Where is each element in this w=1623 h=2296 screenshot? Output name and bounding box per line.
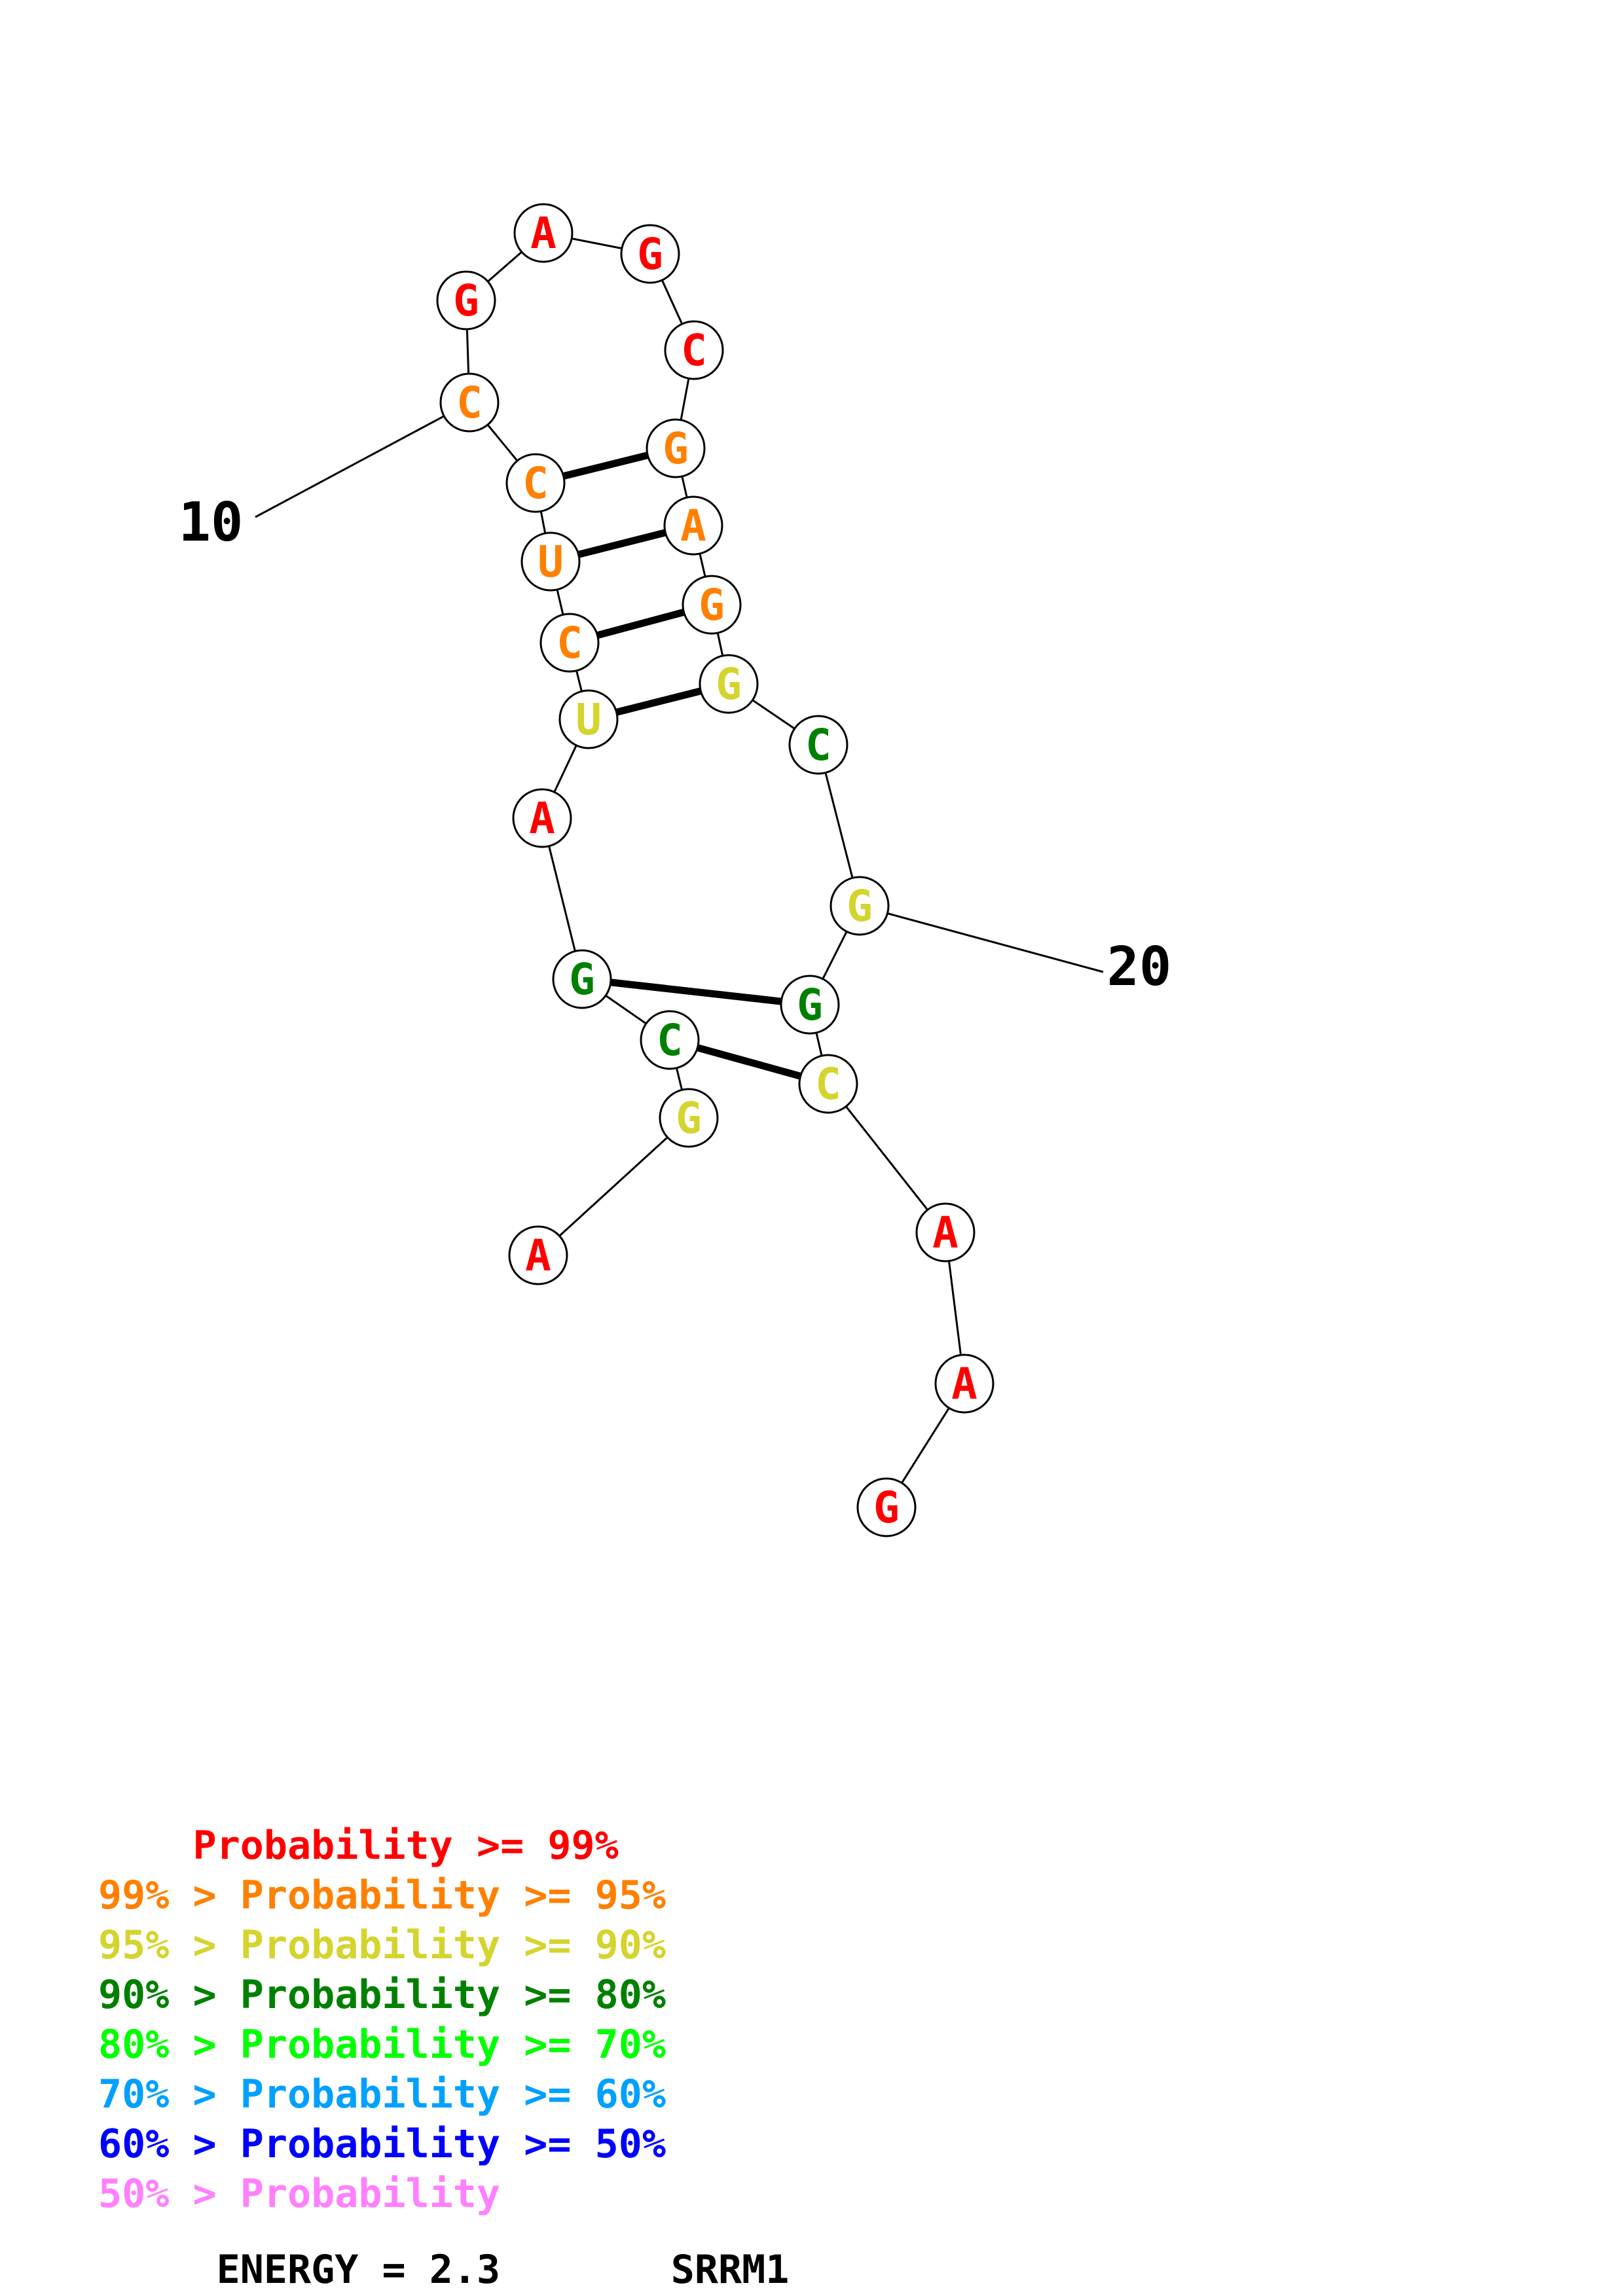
nucleotide: A xyxy=(934,1354,994,1414)
nucleotide-circle xyxy=(505,453,566,513)
nucleotide-letter: U xyxy=(575,694,602,745)
nucleotide: G xyxy=(659,1088,719,1148)
nucleotide-circle xyxy=(664,320,724,380)
nucleotide-letter: G xyxy=(797,980,823,1030)
nucleotide-circle xyxy=(513,203,574,263)
nucleotide-letter: C xyxy=(681,325,707,376)
nucleotide-letter: A xyxy=(529,793,555,844)
nucleotide-circle xyxy=(539,613,600,673)
nucleotide: G xyxy=(620,224,680,284)
legend-entry: 99% > Probability >= 95% xyxy=(98,1873,666,1918)
nucleotide-circle xyxy=(520,531,581,592)
nucleotide-circle xyxy=(640,1010,700,1070)
nucleotide: C xyxy=(664,320,724,380)
nucleotide-letter: G xyxy=(699,580,725,630)
nucleotide-circle xyxy=(934,1354,994,1414)
nucleotide-letter: C xyxy=(657,1015,683,1066)
nucleotide-letter: A xyxy=(525,1230,551,1281)
nucleotide: A xyxy=(513,203,574,263)
backbone-layer xyxy=(465,232,966,1508)
energy-value: ENERGY = 2.3 xyxy=(217,2247,500,2293)
nucleotide: G xyxy=(830,876,890,936)
nucleotide: A xyxy=(663,495,723,556)
base-pair-bond xyxy=(581,975,811,1009)
nucleotide: U xyxy=(520,531,581,592)
nucleotide-letter: G xyxy=(847,881,873,931)
nucleotide: A xyxy=(915,1202,976,1263)
nucleotide-letter: C xyxy=(815,1059,841,1109)
legend-entry: 50% > Probability xyxy=(98,2171,500,2217)
nucleotide-circle xyxy=(856,1477,917,1537)
nucleotide: G xyxy=(646,418,706,478)
nucleotide: C xyxy=(788,715,848,775)
nucleotide-letter: G xyxy=(873,1482,900,1533)
position-label: 10 xyxy=(179,492,244,554)
nucleotide-letter: G xyxy=(453,276,479,326)
nucleotide-circle xyxy=(646,418,706,478)
position-label-layer: 10 20 xyxy=(179,401,1172,998)
sequence-name: SRRM1 xyxy=(671,2247,790,2293)
backbone-link xyxy=(537,1117,690,1257)
nucleotide-letter: G xyxy=(716,659,742,709)
legend-entry: Probability >= 99% xyxy=(98,1823,619,1869)
nucleotide: C xyxy=(505,453,566,513)
nucleotide-circle xyxy=(788,715,848,775)
nucleotide-circle xyxy=(699,654,759,714)
nucleotide-circle xyxy=(682,575,742,635)
nucleotide: C xyxy=(539,613,600,673)
nucleotide-letter: U xyxy=(538,537,564,587)
nucleotide: A xyxy=(508,1225,568,1285)
nucleotide-circle xyxy=(439,372,500,433)
nucleotide: G xyxy=(699,654,759,714)
nucleotide-letter: A xyxy=(932,1208,958,1258)
nucleotide-letter: C xyxy=(805,720,831,770)
nucleotide: A xyxy=(512,788,572,848)
legend-entry: 90% > Probability >= 80% xyxy=(98,1972,666,2018)
nucleotide-circle xyxy=(512,788,572,848)
nucleotide: G xyxy=(552,949,612,1009)
nucleotide: G xyxy=(856,1477,917,1537)
nucleotide: C xyxy=(798,1054,858,1114)
position-label: 20 xyxy=(1107,936,1172,998)
nucleotide-circle xyxy=(436,270,496,331)
nucleotide-letter: G xyxy=(569,954,595,1005)
legend-entry: 60% > Probability >= 50% xyxy=(98,2121,666,2167)
nucleotide: G xyxy=(682,575,742,635)
nucleotide-letter: G xyxy=(637,229,663,279)
nucleotide-circle xyxy=(780,975,840,1035)
legend-entry: 70% > Probability >= 60% xyxy=(98,2072,666,2117)
nucleotide: G xyxy=(780,975,840,1035)
nucleotide-circle xyxy=(915,1202,976,1263)
nucleotide-letter: A xyxy=(951,1359,977,1409)
position-label-leader xyxy=(255,401,470,518)
energy-footer: ENERGY = 2.3 SRRM1 xyxy=(98,2247,860,2293)
nucleotide-circle xyxy=(663,495,723,556)
probability-legend: Probability >= 99%99% > Probability >= 9… xyxy=(98,1823,666,2217)
nucleotide-circle xyxy=(508,1225,568,1285)
legend-entry: 80% > Probability >= 70% xyxy=(98,2022,666,2068)
nucleotide-circle xyxy=(798,1054,858,1114)
nucleotide-letter: C xyxy=(556,618,583,668)
nucleotide-letter: A xyxy=(680,501,706,551)
nucleotide-letter: G xyxy=(663,423,689,474)
nucleotide-circle xyxy=(830,876,890,936)
nucleotide-letter: A xyxy=(530,208,556,259)
backbone-link xyxy=(827,1083,947,1233)
nucleotide: C xyxy=(640,1010,700,1070)
nucleotide-circle xyxy=(558,689,619,749)
position-label-leader xyxy=(859,905,1104,973)
nucleotide: G xyxy=(436,270,496,331)
nucleotide-letter: C xyxy=(522,458,549,509)
legend-entry: 95% > Probability >= 90% xyxy=(98,1922,666,1968)
nucleotide: C xyxy=(439,372,500,433)
nucleotide: U xyxy=(558,689,619,749)
nucleotide-circle xyxy=(620,224,680,284)
nucleotide-letter: G xyxy=(676,1093,702,1143)
nucleotide-letter: C xyxy=(456,378,483,428)
nucleotide-circle xyxy=(552,949,612,1009)
nucleotide-circle xyxy=(659,1088,719,1148)
